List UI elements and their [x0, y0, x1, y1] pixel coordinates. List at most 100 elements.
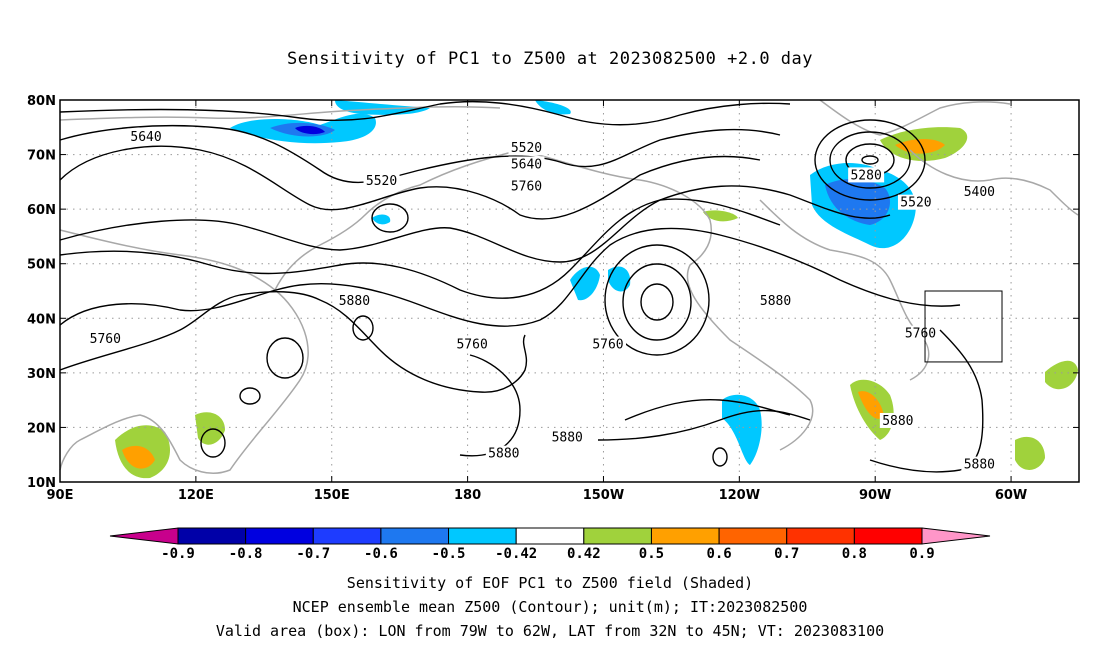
lat-label: 40N [27, 312, 56, 327]
contour-label-bg [336, 292, 373, 308]
lat-label: 30N [27, 367, 56, 382]
shade-negative-pacific-2 [608, 266, 631, 292]
colorbar-label: -0.6 [364, 546, 398, 562]
contour-label: 5760 [511, 179, 542, 194]
lon-label: 90E [47, 488, 74, 503]
longitude-labels: 90E 120E 150E 180 150W 120W 90W 60W [47, 488, 1028, 503]
contour-label-bg [757, 292, 794, 308]
colorbar-label: 0.42 [567, 546, 601, 562]
shade-positive-atlantic [1015, 436, 1045, 470]
z500-contours [59, 100, 984, 473]
lat-label: 50N [27, 258, 56, 273]
lon-label: 90W [859, 488, 891, 503]
colorbar-high-triangle [921, 527, 991, 545]
lat-label: 10N [27, 476, 56, 491]
contour-label: 5880 [552, 430, 583, 445]
contour-label-bg [508, 178, 545, 194]
colorbar-segment [786, 527, 855, 545]
lon-label: 150E [314, 488, 350, 503]
contour-label: 5880 [882, 414, 913, 429]
shade-negative-hudson-core [825, 178, 890, 225]
shade-positive-india-core [122, 445, 155, 469]
valid-area-box [924, 290, 1003, 363]
plot-frame [59, 99, 1080, 483]
colorbar-segment [380, 527, 450, 545]
colorbar-label: 0.6 [706, 546, 731, 562]
colorbar-label: -0.9 [161, 546, 195, 562]
contour-label-bg [961, 456, 998, 472]
contour-label-bg [87, 331, 124, 347]
contour-label: 5640 [130, 130, 161, 145]
contour-label-bg [897, 194, 934, 210]
colorbar-label: -0.8 [229, 546, 263, 562]
colorbar-segment [583, 527, 652, 545]
colorbar-labels: -0.9 -0.8 -0.7 -0.6 -0.5 -0.42 0.42 0.5 0.6 0.7 0.… [161, 546, 935, 562]
coastlines [59, 99, 1079, 474]
colorbar-low-triangle [109, 527, 179, 545]
colorbar-segment [312, 527, 382, 545]
latitude-labels: 10N 20N 30N 40N 50N 60N 70N 80N [27, 94, 56, 491]
contour-label: 5760 [592, 338, 623, 353]
contour-label-bg [485, 445, 522, 461]
shade-negative-arctic-strong [295, 125, 325, 135]
shade-positive-atlantic-2 [1045, 360, 1078, 390]
map-title: Sensitivity of PC1 to Z500 at 2023082500… [286, 49, 813, 69]
shade-positive-philippines [195, 412, 225, 445]
colorbar-segment [515, 527, 585, 545]
lon-label: 60W [995, 488, 1027, 503]
colorbar-label: 0.9 [909, 546, 934, 562]
shade-negative-japan-sea [372, 214, 391, 225]
caption-line-2: NCEP ensemble mean Z500 (Contour); unit(… [292, 598, 808, 616]
contour-label-bg [363, 172, 400, 188]
caption-line-3: Valid area (box): LON from 79W to 62W, L… [215, 622, 885, 640]
lon-label: 180 [454, 488, 481, 503]
contour-label: 5880 [488, 447, 519, 462]
contour-label-bg [549, 429, 586, 445]
shade-positive-gulf-core [858, 391, 884, 419]
axis-ticks [59, 99, 1079, 483]
lat-label: 60N [27, 203, 56, 218]
shade-negative-mexico [722, 394, 762, 465]
lat-label: 80N [27, 94, 56, 109]
lon-label: 150W [583, 488, 624, 503]
lon-label: 120W [719, 488, 760, 503]
contour-label-bg [902, 325, 939, 341]
contour-label: 5520 [900, 196, 931, 211]
caption-line-1: Sensitivity of EOF PC1 to Z500 field (Sh… [346, 574, 754, 592]
contour-label-bg [508, 156, 545, 172]
contour-label-bg [961, 183, 998, 199]
colorbar-label: -0.7 [296, 546, 330, 562]
contour-label: 5760 [905, 327, 936, 342]
shade-positive-canada [703, 210, 738, 222]
colorbar-segment [718, 527, 788, 545]
contour-label: 5760 [90, 332, 121, 347]
contour-label: 5880 [760, 294, 791, 309]
colorbar-segment [245, 527, 314, 545]
colorbar-label: -0.42 [495, 546, 537, 562]
contour-label: 5280 [850, 168, 881, 183]
contour-label: 5520 [511, 141, 542, 156]
shade-negative-pacific [570, 266, 600, 301]
shading-layer [115, 100, 1078, 479]
contour-label-bg [454, 336, 491, 352]
colorbar-segment [177, 527, 247, 545]
colorbar-segment [448, 527, 517, 545]
contour-label: 5400 [964, 185, 995, 200]
contour-label: 5760 [456, 338, 487, 353]
contour-label: 5880 [964, 458, 995, 473]
colorbar-segment [650, 527, 720, 545]
colorbar-label: 0.8 [842, 546, 867, 562]
colorbar [109, 527, 991, 545]
colorbar-segment [853, 527, 923, 545]
colorbar-label: 0.7 [774, 546, 799, 562]
contour-label: 5520 [366, 174, 397, 189]
lon-label: 120E [178, 488, 214, 503]
gridlines [60, 100, 1079, 482]
contour-label: 5880 [339, 294, 370, 309]
colorbar-label: 0.5 [639, 546, 664, 562]
contour-label-bg [589, 336, 626, 352]
lat-label: 20N [27, 421, 56, 436]
contour-label-bg [128, 129, 165, 145]
